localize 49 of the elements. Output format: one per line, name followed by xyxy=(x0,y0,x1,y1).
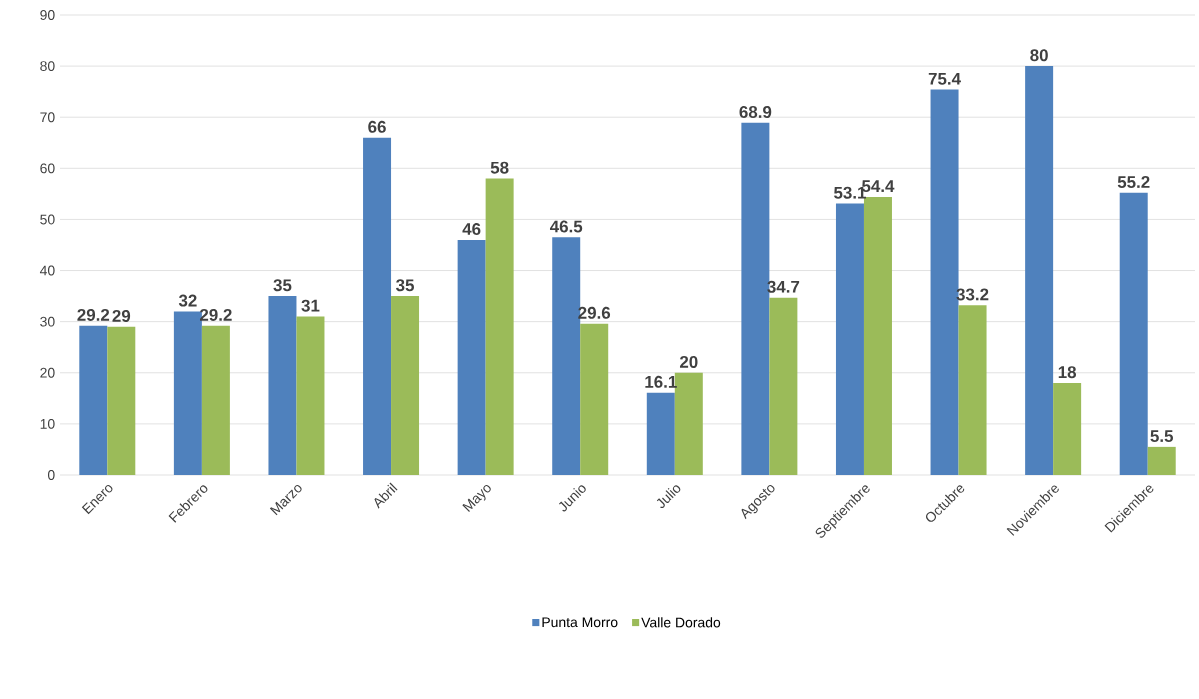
bar xyxy=(391,296,420,475)
bar xyxy=(580,323,609,475)
y-tick-label: 0 xyxy=(47,470,55,480)
bar xyxy=(296,316,325,475)
bar xyxy=(1053,382,1082,475)
y-tick-label: 30 xyxy=(40,316,55,327)
bar xyxy=(769,297,798,475)
bar xyxy=(646,392,675,475)
bar xyxy=(835,203,864,475)
bar xyxy=(1147,446,1176,475)
bar xyxy=(107,326,136,475)
data-label: 75.4 xyxy=(928,72,961,85)
data-label: 66 xyxy=(368,120,386,133)
data-label: 31 xyxy=(301,299,320,312)
bar xyxy=(1119,192,1148,475)
y-tick-label: 40 xyxy=(39,265,55,276)
bar xyxy=(958,305,987,475)
data-label: 29.2 xyxy=(77,308,110,321)
bar xyxy=(363,137,392,475)
data-label: 29 xyxy=(112,309,131,322)
data-label: 20 xyxy=(679,355,698,368)
legend-label: Punta Morro xyxy=(542,617,618,628)
data-label: 46 xyxy=(462,223,481,236)
bar xyxy=(457,239,486,475)
data-label: 68.9 xyxy=(739,106,772,118)
bar xyxy=(201,325,230,475)
data-label: 32 xyxy=(178,294,197,307)
y-tick-label: 50 xyxy=(40,214,55,225)
data-label: 55.2 xyxy=(1117,176,1150,189)
data-label: 46.5 xyxy=(549,220,583,233)
y-tick-label: 10 xyxy=(40,418,55,429)
legend-label: Valle Dorado xyxy=(641,617,721,628)
data-label: 5.5 xyxy=(1150,430,1174,443)
bar xyxy=(268,296,297,475)
y-tick-label: 60 xyxy=(40,163,55,174)
data-label: 80 xyxy=(1030,49,1048,62)
bar xyxy=(485,178,514,475)
data-label: 35 xyxy=(273,279,292,292)
bar xyxy=(1025,66,1054,475)
data-label: 18 xyxy=(1058,366,1077,379)
y-tick-label: 90 xyxy=(40,10,55,20)
y-tick-label: 70 xyxy=(40,112,55,123)
data-label: 35 xyxy=(396,279,414,292)
y-tick-label: 80 xyxy=(40,61,55,72)
bar xyxy=(173,311,202,475)
bar xyxy=(79,325,108,475)
x-tick-label: Julio xyxy=(656,485,681,509)
y-tick-label: 20 xyxy=(40,367,55,378)
data-label: 58 xyxy=(490,161,509,174)
